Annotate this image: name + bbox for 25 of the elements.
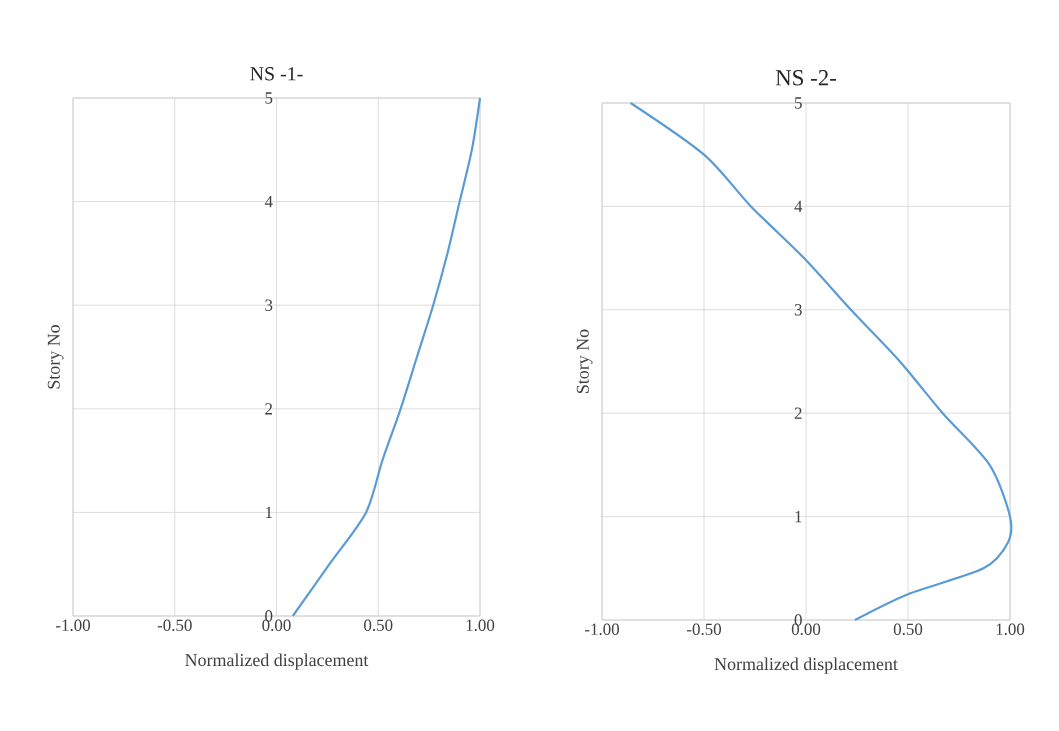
chart-title: NS -1- [250,67,303,81]
y-axis-title: Story No [47,325,64,389]
y-tick-label: 2 [794,407,802,419]
line-series [291,96,482,618]
x-tick-label: -1.00 [584,623,620,636]
y-axis-title: Story No [576,329,593,393]
x-tick-label: 1.00 [466,619,495,632]
y-tick-label: 2 [265,403,273,415]
y-tick-label: 5 [265,92,273,104]
x-tick-label: 1.00 [996,623,1025,636]
x-tick-label: -0.50 [686,623,722,636]
y-tick-label: 5 [795,97,802,109]
x-tick-label: -0.50 [157,619,192,632]
y-tick-label: 3 [265,299,273,311]
y-tick-label: 1 [266,506,272,518]
x-tick-label: -1.00 [55,619,90,632]
y-tick-label: 4 [264,196,273,208]
chart-title: NS -2- [775,70,837,86]
y-tick-label: 3 [794,304,802,316]
x-tick-label: 0.50 [893,623,923,636]
x-tick-label: 0.50 [364,619,393,632]
x-axis-title: Normalized displacement [714,657,898,674]
y-tick-label: 4 [794,200,803,212]
y-tick-label: 1 [795,511,802,523]
x-axis-title: Normalized displacement [185,653,369,670]
